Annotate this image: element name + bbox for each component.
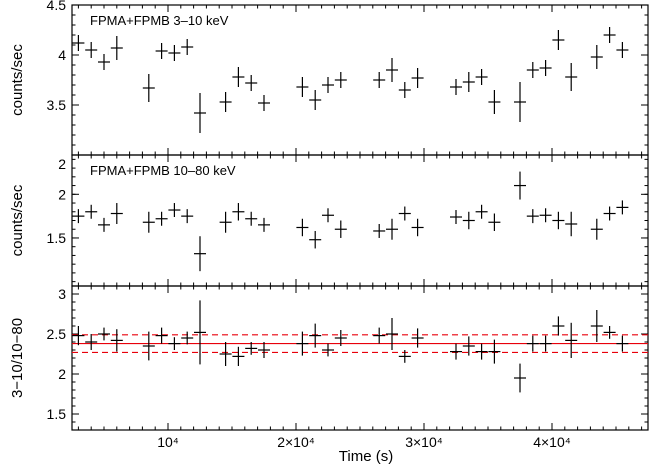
x-tick-label: 10⁴ [157, 434, 179, 450]
panel-1-y-axis-label: counts/sec [9, 44, 26, 116]
panel-1-annotation: FPMA+FPMB 3–10 keV [90, 13, 229, 28]
panel-2-y-tick-label: 1.5 [47, 230, 67, 246]
panel-2-y-axis-label: counts/sec [9, 184, 26, 256]
panel-3-frame [71, 285, 649, 431]
panel-2-y-tick-label: 2 [58, 186, 66, 202]
panel-2-y-tick-label-top: 2 [58, 156, 66, 172]
x-axis-label: Time (s) [339, 448, 393, 465]
panel-3-y-tick-label: 1.5 [47, 406, 67, 422]
panel-1-y-tick-label: 3.5 [47, 97, 67, 113]
panel-1-y-tick-label: 4.5 [47, 0, 67, 13]
panel-3-y-axis-label: 3−10/10−80 [9, 318, 26, 398]
panel-2-annotation: FPMA+FPMB 10–80 keV [90, 163, 236, 178]
panel-1-y-tick-label: 4 [58, 47, 66, 63]
panel-3-y-tick-label: 2 [58, 366, 66, 382]
x-tick-label: 2×10⁴ [277, 434, 315, 450]
panel-3-y-tick-label: 3 [58, 286, 66, 302]
panel-3-y-tick-label: 2.5 [47, 326, 67, 342]
x-tick-label: 3×10⁴ [405, 434, 443, 450]
x-tick-label: 4×10⁴ [533, 434, 571, 450]
